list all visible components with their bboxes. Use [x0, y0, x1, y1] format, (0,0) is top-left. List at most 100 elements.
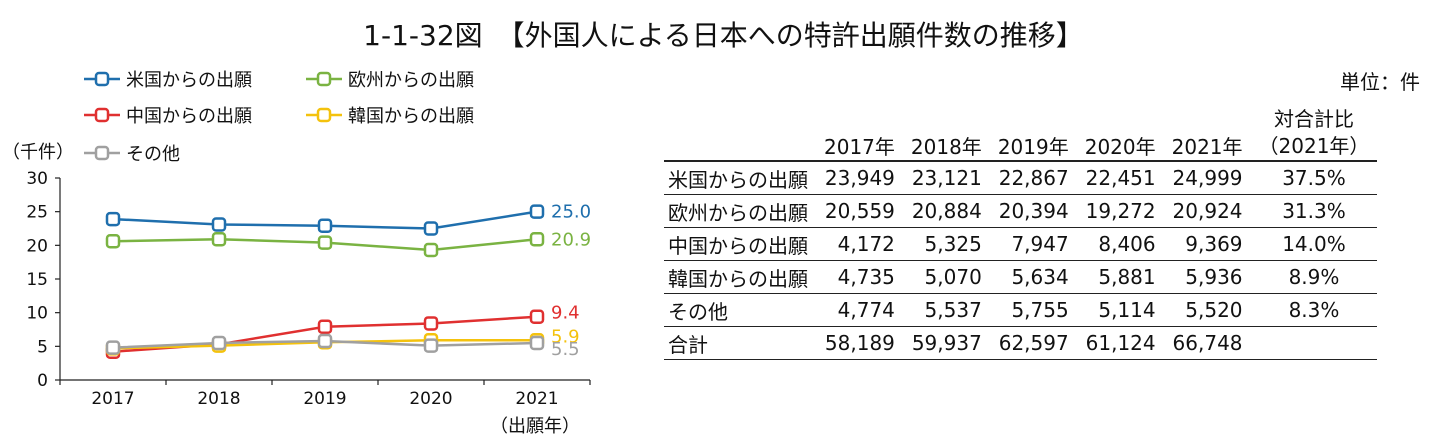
data-label: 20.9: [551, 229, 591, 250]
table-row: 韓国からの出願 4,735 5,070 5,634 5,881 5,936 8.9%: [664, 260, 1378, 294]
legend-marker-icon: [84, 145, 120, 161]
legend-label: 欧州からの出願: [348, 70, 474, 91]
table-cell: 20,559: [824, 199, 895, 223]
y-tick-label: 15: [26, 270, 48, 290]
data-point: [317, 218, 333, 234]
data-label: 25.0: [551, 202, 591, 223]
table-cell: 23,121: [911, 166, 982, 190]
data-point: [105, 211, 121, 227]
table-row: 合計 58,189 59,937 62,597 61,124 66,748: [664, 326, 1378, 360]
data-table: 2017年 2018年 2019年 2020年 2021年 対合計比 （2021…: [664, 106, 1378, 360]
table-cell: 22,867: [998, 166, 1069, 190]
table-row-label: 欧州からの出願: [668, 200, 808, 225]
data-point: [317, 333, 333, 349]
legend-label: 米国からの出願: [126, 70, 252, 91]
table-row-label: その他: [668, 299, 728, 324]
data-point: [105, 234, 121, 249]
legend-marker-icon: [84, 71, 120, 87]
data-point: [211, 232, 227, 247]
data-point: [423, 221, 439, 236]
data-point: [529, 335, 545, 351]
legend-label: その他: [126, 144, 180, 165]
x-tick-label: 2019: [303, 389, 346, 409]
table-cell: 22,451: [1085, 166, 1156, 190]
data-point: [529, 309, 545, 324]
table-unit: 単位：件: [1340, 70, 1420, 94]
table-header-row: 2017年 2018年 2019年 2020年 2021年 対合計比 （2021…: [664, 106, 1377, 161]
table-cell: 4,172: [837, 232, 895, 256]
table-row-label: 米国からの出願: [668, 167, 808, 192]
table-header-cell: 2017年: [824, 135, 895, 159]
y-tick-label: 5: [37, 337, 48, 357]
table-cell: 8,406: [1098, 232, 1156, 256]
table-row: 欧州からの出願 20,559 20,884 20,394 19,272 20,924 31.…: [664, 194, 1378, 228]
data-point: [529, 204, 545, 219]
table-cell: 66,748: [1172, 331, 1243, 355]
table-header-ratio: 対合計比 （2021年）: [1251, 106, 1378, 161]
y-tick-label: 20: [26, 236, 48, 256]
table-row-label: 中国からの出願: [668, 233, 808, 258]
table-cell: 5,537: [924, 298, 982, 322]
table-header-cell: 2019年: [997, 135, 1069, 159]
data-label: 9.4: [551, 303, 580, 324]
legend-marker-icon: [306, 107, 342, 123]
table-header-cell: [664, 106, 816, 161]
data-label: 5.5: [551, 339, 580, 360]
table-ratio-cell: 31.3%: [1282, 199, 1346, 223]
legend-item-us: 米国からの出願: [84, 66, 252, 92]
table-cell: 5,520: [1185, 298, 1243, 322]
page-title: 1-1-32図 【外国人による日本への特許出願件数の推移】: [363, 19, 1084, 52]
table-cell: 19,272: [1085, 199, 1156, 223]
table-cell: 61,124: [1085, 331, 1156, 355]
table-ratio-cell: [1251, 327, 1378, 360]
data-point: [529, 232, 545, 247]
data-point: [423, 316, 439, 331]
table-row: その他 4,774 5,537 5,755 5,114 5,520 8.3%: [664, 293, 1378, 327]
legend-item-kr: 韓国からの出願: [306, 102, 474, 128]
table-ratio-cell: 8.3%: [1288, 298, 1340, 322]
y-tick-label: 0: [37, 371, 48, 391]
data-point: [105, 340, 121, 355]
ratio-header-line1: 対合計比: [1273, 107, 1354, 131]
y-tick-label: 25: [26, 203, 48, 223]
data-point: [211, 335, 227, 351]
legend-label: 韓国からの出願: [348, 106, 474, 127]
data-label: 5.9: [551, 326, 580, 347]
y-axis-unit: （千件）: [2, 142, 74, 163]
table-cell: 9,369: [1185, 232, 1243, 256]
data-point: [211, 217, 227, 232]
table-header-cell: 2021年: [1171, 135, 1243, 159]
table-cell: 62,597: [998, 331, 1069, 355]
line-chart: 0 5 10 15 20 25 30 2017 2018 2019 2020 2021 25.0 20.9…: [26, 169, 591, 409]
table-cell: 5,755: [1011, 298, 1069, 322]
table-header-cell: 2018年: [910, 135, 982, 159]
table-cell: 59,937: [911, 331, 982, 355]
table-ratio-cell: 37.5%: [1282, 166, 1346, 190]
data-point: [317, 235, 333, 250]
table-ratio-cell: 8.9%: [1288, 265, 1340, 289]
table-cell: 20,394: [998, 199, 1069, 223]
table-cell: 24,999: [1172, 166, 1243, 190]
table-cell: 7,947: [1011, 232, 1069, 256]
data-point: [423, 338, 439, 353]
x-tick-label: 2017: [91, 389, 134, 409]
legend-item-cn: 中国からの出願: [84, 102, 252, 128]
table-cell: 4,735: [837, 265, 895, 289]
legend-marker-icon: [84, 107, 120, 123]
y-tick-label: 30: [26, 169, 48, 189]
x-tick-label: 2018: [197, 389, 240, 409]
table-cell: 58,189: [824, 331, 895, 355]
table-cell: 4,774: [837, 298, 895, 322]
data-point: [317, 319, 333, 335]
table-header-cell: 2020年: [1084, 135, 1156, 159]
table-cell: 5,325: [924, 232, 982, 256]
table-cell: 5,070: [924, 265, 982, 289]
table-row: 米国からの出願 23,949 23,121 22,867 22,451 24,999 37.…: [664, 161, 1378, 195]
data-point: [423, 242, 439, 258]
legend-marker-icon: [306, 71, 342, 87]
x-axis-unit: （出願年）: [490, 416, 580, 437]
table-cell: 5,114: [1098, 298, 1156, 322]
y-tick-label: 10: [26, 304, 48, 324]
x-tick-label: 2021: [515, 389, 558, 409]
table-row: 中国からの出願 4,172 5,325 7,947 8,406 9,369 14.0%: [664, 227, 1378, 261]
